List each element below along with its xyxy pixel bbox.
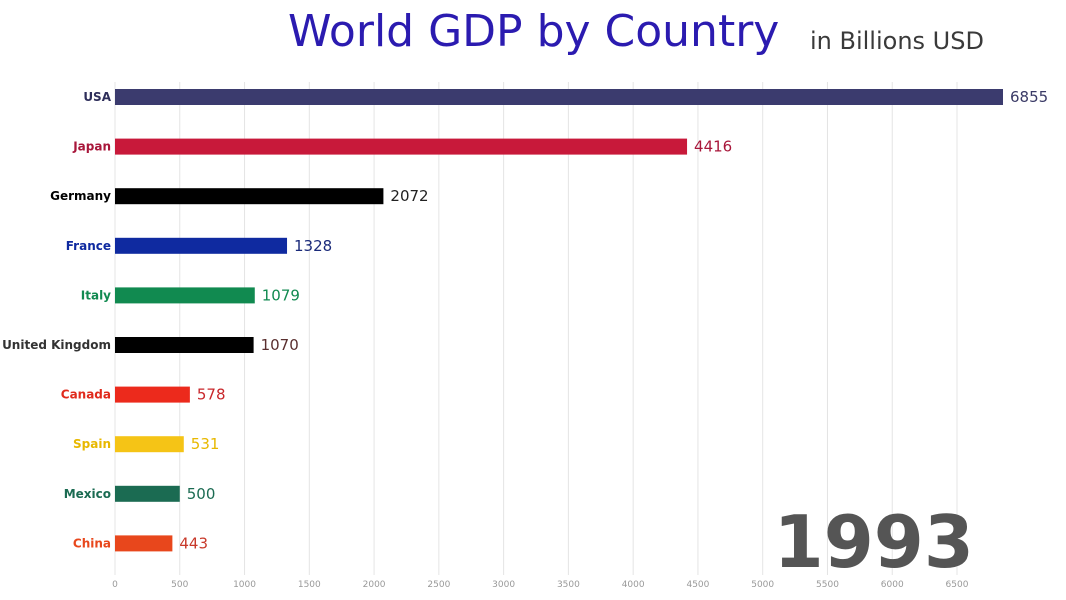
x-tick-label: 500 [171,580,188,590]
chart-subtitle: in Billions USD [810,27,984,55]
category-label: Italy [81,288,111,302]
value-label: 443 [179,534,208,552]
x-tick-label: 1500 [298,580,321,590]
category-labels: USA Japan Germany France Italy United Kingdom… [2,90,112,550]
bar [115,386,190,403]
bar [115,485,180,502]
bar [115,535,173,552]
x-tick-label: 6000 [881,580,904,590]
category-label: Canada [61,388,111,402]
value-label: 4416 [694,138,732,156]
value-label: 6855 [1010,88,1048,106]
category-label: United Kingdom [2,338,111,352]
bar [115,188,384,205]
grid-lines [114,82,958,575]
value-label: 2072 [390,187,428,205]
x-axis-ticks: 0 500 1000 1500 2000 2500 3000 3500 4000 4500 5000… [112,580,969,590]
bar [115,237,288,254]
bars [115,89,1003,552]
category-label: Japan [72,140,111,154]
bar [115,89,1003,105]
x-tick-label: 5000 [751,580,774,590]
value-label: 531 [191,435,220,453]
category-label: Spain [73,437,111,451]
category-label: Mexico [64,487,111,501]
bar [115,436,184,453]
x-tick-label: 1000 [233,580,256,590]
x-tick-label: 2500 [427,580,450,590]
category-label: China [73,536,111,550]
x-tick-label: 5500 [816,580,839,590]
category-label: France [66,239,111,253]
bar [115,138,688,155]
x-tick-label: 2000 [363,580,386,590]
value-labels: 6855 4416 2072 1328 1079 1070 578 531 500 443 [179,88,1048,552]
x-tick-label: 3000 [492,580,515,590]
category-label: Germany [50,189,111,203]
x-tick-label: 3500 [557,580,580,590]
x-tick-label: 6500 [946,580,969,590]
value-label: 1079 [262,286,300,304]
bar [115,337,254,353]
year-label: 1993 [773,500,974,584]
value-label: 1070 [261,336,299,354]
category-label: USA [83,90,111,104]
bar [115,287,255,304]
x-tick-label: 4000 [622,580,645,590]
x-tick-label: 0 [112,580,118,590]
x-tick-label: 4500 [686,580,709,590]
value-label: 578 [197,386,226,404]
chart-title: World GDP by Country [288,6,780,57]
value-label: 1328 [294,237,332,255]
value-label: 500 [187,485,216,503]
